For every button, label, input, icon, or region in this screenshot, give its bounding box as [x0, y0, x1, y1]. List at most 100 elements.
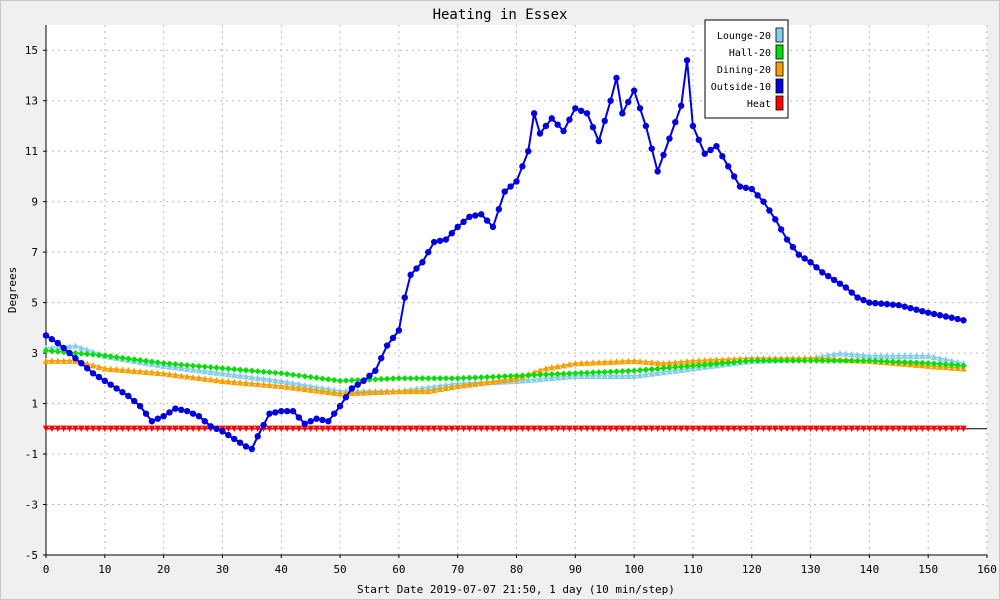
legend-label-hall-20: Hall-20: [729, 48, 771, 59]
hall-20-point: [777, 357, 785, 364]
heat-point: [713, 425, 720, 433]
hall-20-point: [819, 357, 826, 364]
heat-point: [160, 425, 167, 433]
dining-20-point: [425, 387, 432, 395]
hall-20-point: [666, 364, 673, 371]
outside-10-point: [613, 74, 620, 82]
dining-20-point: [707, 356, 714, 364]
heat-point: [295, 425, 303, 433]
hall-20-point: [101, 352, 109, 359]
dining-20-point: [225, 378, 232, 385]
lounge-20-point: [72, 342, 79, 349]
heat-point: [942, 425, 950, 433]
dining-20-point: [154, 369, 161, 376]
dining-20-point: [266, 381, 273, 389]
heat-point: [736, 425, 744, 433]
hall-20-point: [242, 367, 250, 374]
outside-10-point: [719, 153, 726, 160]
heat-point: [154, 425, 161, 433]
hall-20-point: [754, 357, 761, 364]
outside-10-point: [219, 428, 226, 435]
hall-20-point: [336, 377, 344, 385]
outside-10-point: [501, 188, 508, 195]
outside-10-point: [378, 354, 385, 362]
dining-20-point: [654, 359, 661, 366]
heat-point: [407, 425, 414, 433]
outside-10-point: [407, 271, 414, 279]
outside-10-point: [260, 421, 267, 429]
dining-20-point: [577, 359, 585, 367]
outside-10-point: [825, 272, 832, 280]
dining-20-point: [401, 387, 408, 395]
heat-point: [530, 425, 538, 433]
x-tick-label: 160: [977, 563, 997, 576]
heat-point: [924, 425, 932, 433]
heat-point: [772, 425, 779, 433]
outside-10-point: [383, 342, 391, 349]
lounge-20-point: [213, 369, 220, 376]
hall-20-point: [525, 372, 532, 379]
heat-point: [754, 425, 761, 433]
lounge-20-point: [548, 374, 555, 382]
legend-label-dining-20: Dining-20: [717, 65, 771, 76]
lounge-20-point: [301, 381, 308, 389]
lounge-20-point: [666, 368, 673, 375]
lounge-20-point: [648, 370, 655, 377]
lounge-20-point: [895, 352, 902, 359]
x-tick-label: 120: [742, 563, 762, 576]
outside-10-point: [113, 385, 120, 392]
lounge-20-point: [825, 351, 832, 359]
hall-20-point: [178, 361, 185, 368]
heat-point: [278, 425, 285, 433]
dining-20-point: [295, 384, 303, 392]
heat-point: [125, 425, 132, 433]
heat-point: [519, 425, 526, 433]
lounge-20-point: [860, 351, 867, 359]
lounge-20-point: [530, 376, 538, 383]
heat-point: [425, 425, 432, 433]
heat-point: [313, 425, 320, 433]
hall-20-point: [401, 375, 408, 382]
outside-10-series: [42, 57, 967, 453]
dining-20-point: [272, 382, 279, 389]
hall-20-point: [236, 366, 244, 373]
dining-20-point: [242, 379, 250, 387]
outside-10-point: [860, 296, 867, 304]
hall-20-point: [960, 362, 967, 369]
hall-20-point: [783, 357, 791, 364]
heat-point: [936, 425, 944, 433]
heat-point: [448, 425, 456, 433]
lounge-20-point: [519, 377, 526, 384]
outside-10-point: [795, 251, 802, 258]
dining-20-point: [336, 390, 344, 397]
dining-20-point: [348, 389, 356, 397]
outside-10-point: [483, 217, 491, 224]
hall-20-point: [478, 374, 485, 381]
hall-20-point: [836, 357, 844, 364]
outside-10-point: [225, 431, 232, 439]
heat-point: [360, 425, 367, 433]
lounge-20-point: [672, 367, 679, 374]
dining-20-point: [83, 360, 91, 367]
outside-10-point: [283, 407, 291, 415]
hall-20-point: [219, 365, 226, 372]
heat-point: [342, 425, 350, 433]
lounge-20-point: [872, 352, 879, 359]
heat-point: [795, 425, 802, 433]
dining-20-point: [283, 383, 291, 390]
outside-10-point: [877, 300, 885, 307]
dining-20-point: [119, 366, 126, 373]
outside-10-point: [542, 122, 550, 130]
hall-20-point: [948, 361, 955, 369]
outside-10-point: [642, 122, 650, 130]
dining-20-point: [601, 358, 608, 366]
hall-20-point: [689, 362, 697, 369]
hall-20-point: [430, 375, 438, 382]
dining-20-point: [689, 357, 697, 364]
outside-10-point: [583, 110, 591, 117]
hall-20-point: [760, 357, 767, 364]
tick-labels: 0 10 20 30 40 50 60 70 80 90 100 110 120 130 140 150 160…: [25, 44, 997, 576]
outside-10-point: [254, 433, 261, 440]
heat-point: [572, 425, 579, 433]
outside-10-point: [889, 301, 897, 308]
